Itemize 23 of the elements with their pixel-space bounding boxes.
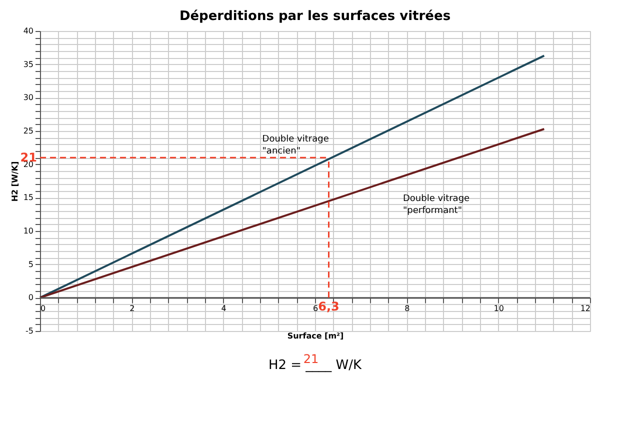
y-tick-label: -5	[26, 326, 34, 336]
x-tick-label: 8	[404, 304, 410, 314]
x-tick-label: 2	[130, 304, 135, 314]
y-tick-label: 15	[23, 193, 34, 202]
ref-line-label: 6,3	[318, 300, 340, 314]
text: 21	[303, 352, 319, 366]
x-axis-title: Surface [m²]	[287, 332, 344, 340]
x-tick-label: 10	[494, 304, 504, 314]
series-label: Double vitrage "performant"	[403, 194, 470, 216]
y-tick-label: 10	[23, 226, 34, 236]
y-tick-label: 30	[23, 93, 34, 102]
x-tick-label: 12	[580, 304, 590, 314]
y-tick-label: 40	[23, 26, 34, 36]
y-axis-title: H2 [W/K]	[10, 161, 20, 202]
series-label: Double vitrage "ancien"	[262, 134, 330, 157]
y-tick-label: 25	[23, 126, 34, 136]
x-tick-label: 0	[40, 304, 46, 314]
chart-title: Déperditions par les surfaces vitrées	[179, 9, 451, 24]
y-tick-label: 5	[28, 260, 34, 269]
y-tick-label: 35	[23, 60, 34, 69]
y-tick-label: 0	[28, 293, 34, 302]
x-tick-label: 6	[312, 304, 318, 314]
x-tick-label: 4	[221, 304, 226, 314]
